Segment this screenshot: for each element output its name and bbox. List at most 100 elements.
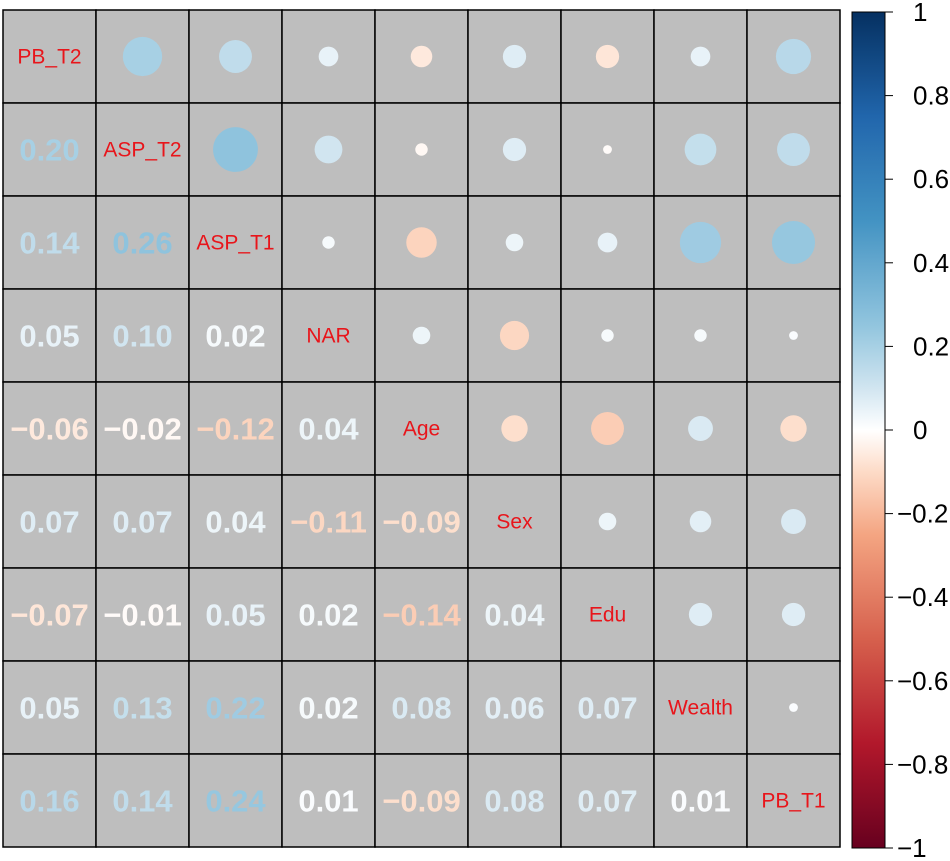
corr-circle-PB_T2-Age [410,45,433,68]
corr-value-Age-NAR: 0.04 [298,412,359,447]
corr-value-Edu-PB_T2: −0.07 [10,598,88,633]
matrix-cell-6-1 [95,567,190,662]
corr-circle-ASP_T1-Sex [505,233,524,252]
diagonal-label-age: Age [403,418,440,441]
corr-circle-Sex-Edu [598,512,617,531]
corr-circle-PB_T2-Wealth [690,46,711,67]
corr-value-Wealth-Age: 0.08 [391,691,451,726]
diagonal-label-asp-t1: ASP_T1 [196,232,274,255]
corr-circle-Wealth-PB_T1 [789,703,798,712]
corr-value-Edu-Age: −0.14 [382,598,461,633]
corr-circle-PB_T2-ASP_T2 [122,36,163,77]
corr-circle-PB_T2-Edu [595,44,620,69]
matrix-cell-8-2 [188,753,283,848]
corr-circle-ASP_T2-Edu [603,145,612,154]
corr-value-Edu-NAR: 0.02 [298,598,358,633]
diagonal-label-pb-t2: PB_T2 [17,46,81,69]
colorbar-tick-label: −0.8 [897,749,948,779]
colorbar-tick-label: 0.8 [913,81,949,111]
corr-circle-Age-Wealth [688,416,713,441]
matrix-cell-5-4 [374,474,469,569]
matrix-cell-8-6 [560,753,655,848]
matrix-cell-3-1 [95,288,190,383]
matrix-cell-2-3 [281,195,376,290]
corr-circle-ASP_T1-Wealth [679,221,722,264]
matrix-grid: PB_T2 0.20 ASP_T2 0.14 0.26 ASP_T1 0.05 0.10 0.0… [2,9,841,848]
corr-circle-Age-PB_T1 [780,415,807,442]
matrix-cell-7-3 [281,660,376,755]
corr-value-Wealth-Edu: 0.07 [577,691,637,726]
corr-circle-PB_T2-ASP_T1 [219,40,252,73]
corr-circle-ASP_T1-Edu [597,232,618,253]
colorbar-tick-label: 1 [913,0,927,27]
corr-circle-ASP_T2-NAR [314,135,343,164]
corr-circle-ASP_T1-NAR [322,236,335,249]
colorbar-tick-label: −0.4 [897,582,948,612]
corr-value-Sex-ASP_T1: 0.04 [205,505,266,540]
diagonal-label-edu: Edu [589,604,626,627]
colorbar-tick-label: 0.4 [913,248,949,278]
colorbar-tick-label: −1 [897,833,927,861]
corr-value-PB_T1-Wealth: 0.01 [670,784,730,819]
corr-value-Wealth-ASP_T1: 0.22 [205,691,265,726]
corr-value-PB_T1-Sex: 0.08 [484,784,544,819]
corr-circle-NAR-PB_T1 [789,331,798,340]
matrix-cell-5-5 [467,474,562,569]
corr-circle-Age-Sex [501,415,528,442]
matrix-cell-7-6 [560,660,655,755]
corr-value-NAR-PB_T2: 0.05 [19,319,79,354]
corr-value-Age-PB_T2: −0.06 [10,412,88,447]
matrix-cell-4-2 [188,381,283,476]
corr-value-Wealth-PB_T2: 0.05 [19,691,79,726]
diagonal-label-asp-t2: ASP_T2 [103,139,181,162]
colorbar-tick-label: 0 [913,415,927,445]
matrix-cell-5-0 [2,474,97,569]
colorbar: 1 0.8 0.6 0.4 0.2 0 −0.2 −0.4 −0.6 −0.8 −1 [851,0,949,861]
matrix-cell-5-3 [281,474,376,569]
colorbar-tick-label: 0.2 [913,331,949,361]
corr-circle-Edu-PB_T1 [781,602,806,627]
corr-value-PB_T1-Edu: 0.07 [577,784,637,819]
matrix-cell-6-6 [560,567,655,662]
diagonal-label-nar: NAR [306,325,350,348]
corr-circle-NAR-Wealth [694,329,707,342]
diagonal-label-wealth: Wealth [668,697,733,720]
corr-circle-Sex-Wealth [689,510,712,533]
matrix-cell-8-4 [374,753,469,848]
corr-value-Edu-Sex: 0.04 [484,598,545,633]
corr-value-NAR-ASP_T2: 0.10 [112,319,172,354]
matrix-cell-6-4 [374,567,469,662]
corr-value-PB_T1-PB_T2: 0.16 [19,784,79,819]
matrix-cell-4-3 [281,381,376,476]
matrix-cell-2-1 [95,195,190,290]
corr-circle-Edu-Wealth [688,602,713,627]
corr-value-Wealth-ASP_T2: 0.13 [112,691,172,726]
colorbar-gradient [851,11,886,849]
corr-circle-ASP_T2-ASP_T1 [213,127,258,172]
matrix-cell-8-0 [2,753,97,848]
corr-circle-ASP_T2-Wealth [684,133,717,166]
matrix-cell-8-3 [281,753,376,848]
corr-circle-ASP_T2-PB_T1 [777,133,810,166]
matrix-cell-7-4 [374,660,469,755]
matrix-cell-5-2 [188,474,283,569]
corr-circle-NAR-Edu [601,329,614,342]
corr-value-PB_T1-ASP_T1: 0.24 [205,784,266,819]
matrix-cell-8-5 [467,753,562,848]
corr-value-Age-ASP_T2: −0.02 [103,412,181,447]
corr-circle-ASP_T1-PB_T1 [771,220,816,265]
corr-value-PB_T1-NAR: 0.01 [298,784,358,819]
corr-value-PB_T1-Age: −0.09 [382,784,460,819]
corr-value-ASP_T2-PB_T2: 0.20 [19,133,79,168]
colorbar-tick-label: −0.6 [897,666,948,696]
matrix-cell-8-8 [746,753,841,848]
corr-value-Sex-Age: −0.09 [382,505,460,540]
matrix-cell-1-4 [374,102,469,197]
corr-value-Wealth-NAR: 0.02 [298,691,358,726]
matrix-cell-0-0 [2,9,97,104]
matrix-cell-7-2 [188,660,283,755]
corr-value-ASP_T1-ASP_T2: 0.26 [112,226,172,261]
corr-circle-NAR-Age [412,326,431,345]
corr-value-Edu-ASP_T1: 0.05 [205,598,265,633]
